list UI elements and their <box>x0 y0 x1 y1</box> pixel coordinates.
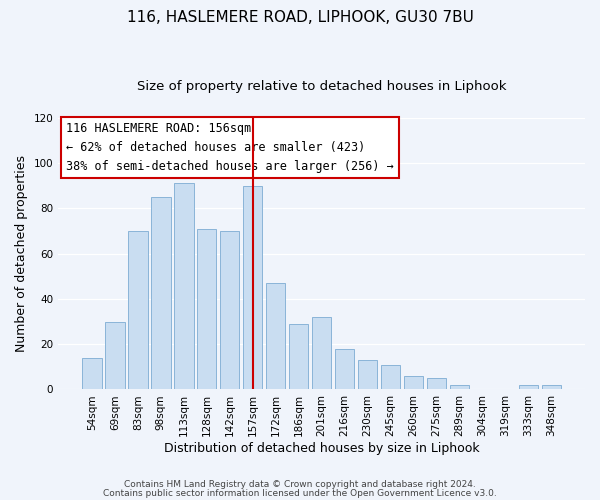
Bar <box>174 184 194 390</box>
Bar <box>82 358 101 390</box>
Text: Contains public sector information licensed under the Open Government Licence v3: Contains public sector information licen… <box>103 490 497 498</box>
Bar <box>449 385 469 390</box>
Text: 116 HASLEMERE ROAD: 156sqm
← 62% of detached houses are smaller (423)
38% of sem: 116 HASLEMERE ROAD: 156sqm ← 62% of deta… <box>66 122 394 173</box>
Bar <box>358 360 377 390</box>
Bar <box>105 322 125 390</box>
Bar <box>518 385 538 390</box>
Bar <box>289 324 308 390</box>
Bar <box>542 385 561 390</box>
Bar <box>427 378 446 390</box>
Bar <box>151 197 170 390</box>
Y-axis label: Number of detached properties: Number of detached properties <box>15 155 28 352</box>
X-axis label: Distribution of detached houses by size in Liphook: Distribution of detached houses by size … <box>164 442 479 455</box>
Bar <box>197 228 217 390</box>
Bar <box>381 364 400 390</box>
Bar <box>220 231 239 390</box>
Title: Size of property relative to detached houses in Liphook: Size of property relative to detached ho… <box>137 80 506 93</box>
Bar <box>312 317 331 390</box>
Text: Contains HM Land Registry data © Crown copyright and database right 2024.: Contains HM Land Registry data © Crown c… <box>124 480 476 489</box>
Bar <box>243 186 262 390</box>
Bar <box>404 376 423 390</box>
Bar <box>128 231 148 390</box>
Bar <box>266 283 286 390</box>
Text: 116, HASLEMERE ROAD, LIPHOOK, GU30 7BU: 116, HASLEMERE ROAD, LIPHOOK, GU30 7BU <box>127 10 473 25</box>
Bar <box>335 348 355 390</box>
